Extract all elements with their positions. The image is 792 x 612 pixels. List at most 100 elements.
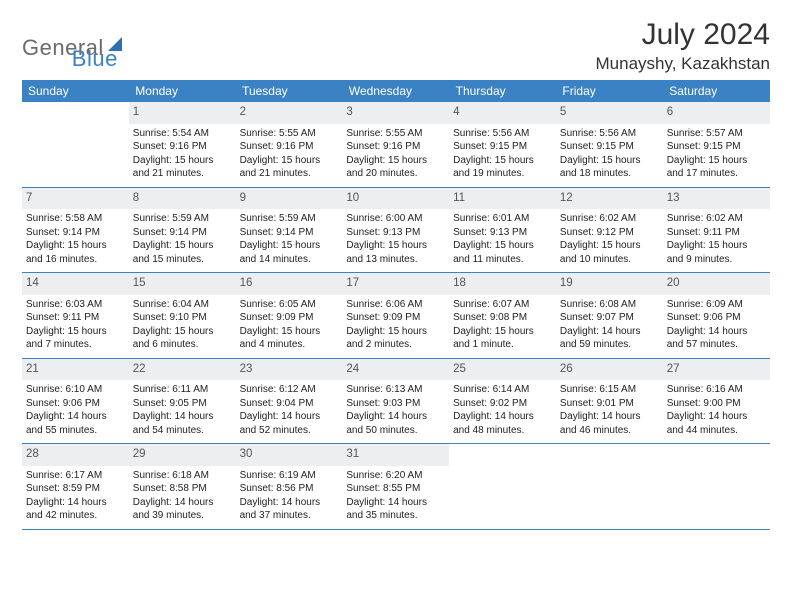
weekday-header: Tuesday (236, 80, 343, 102)
day-info-line: Daylight: 14 hours (133, 410, 232, 424)
day-info-line: Sunrise: 5:55 AM (240, 127, 339, 141)
calendar-day-cell: 26Sunrise: 6:15 AMSunset: 9:01 PMDayligh… (556, 358, 663, 444)
calendar-week-row: 14 Sunrise: 6:03 AMSunset: 9:11 PM Dayligh… (22, 273, 770, 359)
day-info-line: and 15 minutes. (133, 253, 232, 267)
day-info-line: Sunrise: 6:16 AM (667, 383, 766, 397)
day-info-line: Daylight: 14 hours (560, 410, 659, 424)
day-info-line: and 1 minute. (453, 338, 552, 352)
day-info-line: Sunset: 9:11 PM (667, 226, 766, 240)
day-info-line: Daylight: 14 hours (26, 410, 125, 424)
weekday-header: Saturday (663, 80, 770, 102)
day-number: 18 (449, 273, 556, 295)
day-info-line: Daylight: 15 hours (240, 239, 339, 253)
calendar-day-cell: 9Sunrise: 5:59 AMSunset: 9:14 PMDaylight… (236, 187, 343, 273)
day-info-line: Sunset: 9:00 PM (667, 397, 766, 411)
calendar-day-cell (449, 444, 556, 530)
calendar-day-cell: 22Sunrise: 6:11 AMSunset: 9:05 PMDayligh… (129, 358, 236, 444)
day-info-line: Daylight: 14 hours (240, 410, 339, 424)
day-info-line: Sunrise: 5:56 AM (560, 127, 659, 141)
day-info-line: Sunrise: 6:18 AM (133, 469, 232, 483)
day-info-line: Daylight: 15 hours (133, 325, 232, 339)
weekday-row: SundayMondayTuesdayWednesdayThursdayFrid… (22, 80, 770, 102)
day-info-line: Sunset: 9:11 PM (26, 311, 125, 325)
title-block: July 2024 Munayshy, Kazakhstan (596, 18, 771, 74)
day-info-line: and 13 minutes. (346, 253, 445, 267)
day-info-line: Sunset: 8:58 PM (133, 482, 232, 496)
day-info-line: Daylight: 14 hours (346, 496, 445, 510)
day-info-line: and 42 minutes. (26, 509, 125, 523)
calendar-day-cell: 25Sunrise: 6:14 AMSunset: 9:02 PMDayligh… (449, 358, 556, 444)
weekday-header: Thursday (449, 80, 556, 102)
day-info-line: and 59 minutes. (560, 338, 659, 352)
calendar-head: SundayMondayTuesdayWednesdayThursdayFrid… (22, 80, 770, 102)
day-info-line: Sunset: 9:16 PM (133, 140, 232, 154)
day-info-line: Sunset: 9:10 PM (133, 311, 232, 325)
day-info-line: Daylight: 15 hours (26, 239, 125, 253)
day-info-line: and 21 minutes. (133, 167, 232, 181)
calendar-table: SundayMondayTuesdayWednesdayThursdayFrid… (22, 80, 770, 530)
day-info-line: Sunset: 9:06 PM (667, 311, 766, 325)
day-info-line: Daylight: 14 hours (240, 496, 339, 510)
day-info-line: and 7 minutes. (26, 338, 125, 352)
day-info-line: Sunrise: 6:15 AM (560, 383, 659, 397)
calendar-day-cell: 27Sunrise: 6:16 AMSunset: 9:00 PMDayligh… (663, 358, 770, 444)
day-info-line: Sunset: 9:13 PM (453, 226, 552, 240)
calendar-day-cell (556, 444, 663, 530)
day-info-line: Daylight: 14 hours (667, 410, 766, 424)
calendar-day-cell: 6Sunrise: 5:57 AMSunset: 9:15 PMDaylight… (663, 102, 770, 187)
day-info-line: Sunrise: 5:59 AM (240, 212, 339, 226)
day-info-line: Sunrise: 6:02 AM (667, 212, 766, 226)
calendar-day-cell: 18Sunrise: 6:07 AMSunset: 9:08 PMDayligh… (449, 273, 556, 359)
day-info-line: Daylight: 14 hours (133, 496, 232, 510)
day-info-line: and 50 minutes. (346, 424, 445, 438)
day-info-line: and 39 minutes. (133, 509, 232, 523)
day-info-line: Sunset: 9:01 PM (560, 397, 659, 411)
day-number: 4 (449, 102, 556, 124)
day-number: 5 (556, 102, 663, 124)
day-info-line: Sunrise: 5:57 AM (667, 127, 766, 141)
location-label: Munayshy, Kazakhstan (596, 54, 771, 74)
calendar-day-cell: 20Sunrise: 6:09 AMSunset: 9:06 PMDayligh… (663, 273, 770, 359)
day-number: 11 (449, 188, 556, 210)
day-info-line: Sunset: 9:03 PM (346, 397, 445, 411)
day-info-line: Daylight: 15 hours (667, 154, 766, 168)
day-info-line: Daylight: 14 hours (453, 410, 552, 424)
day-number: 31 (342, 444, 449, 466)
day-number: 24 (342, 359, 449, 381)
day-number: 10 (342, 188, 449, 210)
weekday-header: Wednesday (342, 80, 449, 102)
day-number: 8 (129, 188, 236, 210)
day-info-line: Sunrise: 6:01 AM (453, 212, 552, 226)
calendar-day-cell: 15Sunrise: 6:04 AMSunset: 9:10 PMDayligh… (129, 273, 236, 359)
day-info-line: Sunset: 9:09 PM (346, 311, 445, 325)
day-info-line: Sunrise: 5:54 AM (133, 127, 232, 141)
day-info-line: Daylight: 15 hours (667, 239, 766, 253)
day-info-line: Sunrise: 6:02 AM (560, 212, 659, 226)
calendar-page: General Blue July 2024 Munayshy, Kazakhs… (0, 0, 792, 540)
month-title: July 2024 (596, 18, 771, 52)
day-info-line: Daylight: 15 hours (346, 239, 445, 253)
day-info-line: Sunrise: 6:14 AM (453, 383, 552, 397)
day-info-line: Daylight: 14 hours (346, 410, 445, 424)
day-info-line: Sunset: 8:56 PM (240, 482, 339, 496)
calendar-day-cell: 11Sunrise: 6:01 AMSunset: 9:13 PMDayligh… (449, 187, 556, 273)
calendar-day-cell: 8Sunrise: 5:59 AMSunset: 9:14 PMDaylight… (129, 187, 236, 273)
day-info-line: Daylight: 15 hours (346, 325, 445, 339)
day-number: 12 (556, 188, 663, 210)
day-info-line: Daylight: 15 hours (240, 325, 339, 339)
day-info-line: Sunset: 9:15 PM (560, 140, 659, 154)
brand-logo: General Blue (22, 24, 118, 72)
day-number: 6 (663, 102, 770, 124)
day-info-line: Sunrise: 6:03 AM (26, 298, 125, 312)
day-info-line: Sunrise: 6:13 AM (346, 383, 445, 397)
day-number: 14 (22, 273, 129, 295)
calendar-day-cell: 28Sunrise: 6:17 AMSunset: 8:59 PMDayligh… (22, 444, 129, 530)
day-info-line: Sunset: 9:05 PM (133, 397, 232, 411)
day-info-line: Sunset: 9:08 PM (453, 311, 552, 325)
calendar-day-cell: 23Sunrise: 6:12 AMSunset: 9:04 PMDayligh… (236, 358, 343, 444)
calendar-day-cell: 4Sunrise: 5:56 AMSunset: 9:15 PMDaylight… (449, 102, 556, 187)
day-info-line: Daylight: 15 hours (346, 154, 445, 168)
day-info-line: Sunrise: 6:08 AM (560, 298, 659, 312)
calendar-day-cell (22, 102, 129, 187)
calendar-day-cell: 16Sunrise: 6:05 AMSunset: 9:09 PMDayligh… (236, 273, 343, 359)
